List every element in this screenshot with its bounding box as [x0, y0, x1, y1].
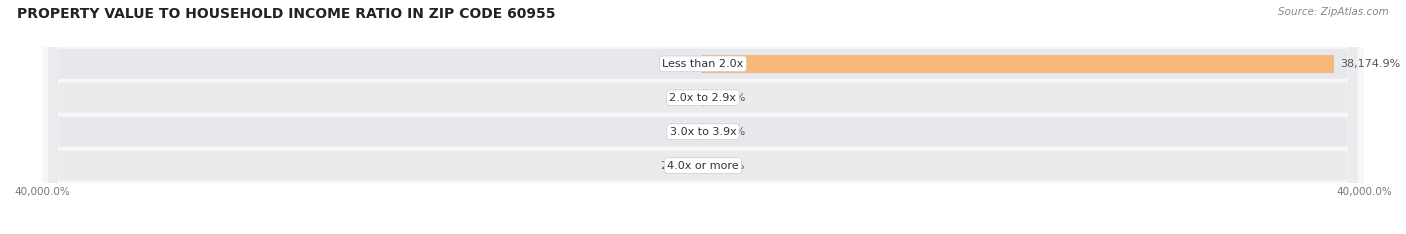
Text: PROPERTY VALUE TO HOUSEHOLD INCOME RATIO IN ZIP CODE 60955: PROPERTY VALUE TO HOUSEHOLD INCOME RATIO… — [17, 7, 555, 21]
Text: 4.7%: 4.7% — [668, 127, 696, 137]
Text: 4.0x or more: 4.0x or more — [668, 161, 738, 171]
Text: 14.6%: 14.6% — [710, 161, 745, 171]
Text: 3.0x to 3.9x: 3.0x to 3.9x — [669, 127, 737, 137]
FancyBboxPatch shape — [49, 0, 1357, 234]
Text: 21.2%: 21.2% — [661, 161, 696, 171]
FancyBboxPatch shape — [49, 0, 1357, 234]
Text: 38,174.9%: 38,174.9% — [1340, 59, 1400, 69]
Text: 6.5%: 6.5% — [668, 93, 696, 103]
Text: Source: ZipAtlas.com: Source: ZipAtlas.com — [1278, 7, 1389, 17]
FancyBboxPatch shape — [49, 0, 1357, 234]
Text: 50.2%: 50.2% — [710, 93, 745, 103]
FancyBboxPatch shape — [49, 0, 1357, 234]
Bar — [703, 55, 1334, 73]
Text: 2.0x to 2.9x: 2.0x to 2.9x — [669, 93, 737, 103]
Text: 60.9%: 60.9% — [659, 59, 696, 69]
Text: Less than 2.0x: Less than 2.0x — [662, 59, 744, 69]
Text: 33.3%: 33.3% — [710, 127, 745, 137]
